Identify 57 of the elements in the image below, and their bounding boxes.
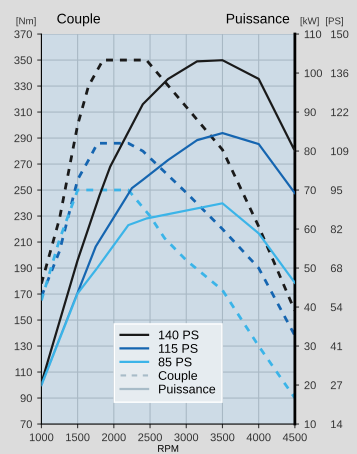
y3-tick-label: 150 bbox=[331, 30, 348, 38]
y3-tick-label: 136 bbox=[331, 69, 348, 78]
text: [PS] bbox=[326, 17, 343, 26]
y2-tick-label: 110 bbox=[304, 30, 322, 38]
y3-tick-label: 27 bbox=[330, 381, 342, 390]
y2-tick-label: 100 bbox=[304, 69, 322, 78]
y3-tick-label: 122 bbox=[331, 108, 348, 116]
legend-label: 115 PS bbox=[159, 344, 198, 353]
y-tick-label: 150 bbox=[14, 316, 32, 324]
y-tick-label: 350 bbox=[14, 56, 32, 64]
x-tick-label: 2000 bbox=[102, 433, 126, 442]
y-tick-label: 230 bbox=[14, 212, 32, 220]
annotation: Couple bbox=[158, 370, 198, 382]
y2-tick-label: 10 bbox=[304, 420, 316, 428]
y2-tick-label: 30 bbox=[304, 342, 316, 350]
x-tick-label: 1500 bbox=[66, 433, 90, 442]
text: [kW] bbox=[300, 17, 319, 26]
y2-tick-label: 70 bbox=[304, 186, 316, 194]
x-tick-label: 4500 bbox=[282, 433, 307, 442]
x-tick-label: 1000 bbox=[30, 433, 54, 442]
y3-tick-label: 95 bbox=[330, 186, 342, 194]
y2-tick-label: 60 bbox=[304, 225, 316, 234]
y2-tick-label: 20 bbox=[304, 381, 316, 390]
y3-tick-label: 109 bbox=[331, 147, 348, 156]
y3-tick-label: 82 bbox=[330, 225, 342, 234]
y-tick-label: 190 bbox=[14, 264, 32, 272]
y-tick-label: 130 bbox=[14, 342, 32, 350]
y3-tick-label: 54 bbox=[330, 303, 342, 312]
y3-tick-label: 14 bbox=[331, 420, 342, 428]
y3-tick-label: 68 bbox=[330, 264, 342, 272]
y-axis-title: Couple bbox=[57, 13, 100, 26]
y-tick-label: 250 bbox=[14, 186, 32, 194]
y-tick-label: 70 bbox=[20, 420, 32, 428]
y2-tick-label: 50 bbox=[304, 264, 316, 272]
y-tick-label: 170 bbox=[14, 290, 32, 298]
y-tick-label: 310 bbox=[14, 108, 32, 116]
y2-tick-label: 40 bbox=[304, 303, 316, 312]
y2-tick-label: 80 bbox=[304, 147, 316, 156]
annotation: Puissance bbox=[159, 384, 216, 394]
y-tick-label: 370 bbox=[14, 30, 32, 38]
y2-tick-label: 90 bbox=[304, 108, 316, 116]
legend-label: 85 PS bbox=[158, 358, 192, 366]
y2-axis-title: Puissance bbox=[226, 13, 290, 24]
text: [Nm] bbox=[16, 17, 36, 26]
x-tick-label: 4000 bbox=[246, 433, 271, 442]
y-tick-label: 90 bbox=[20, 394, 32, 402]
y-tick-label: 290 bbox=[14, 134, 32, 142]
x-axis-title: RPM bbox=[158, 445, 178, 452]
y-tick-label: 330 bbox=[14, 82, 32, 90]
y3-tick-label: 41 bbox=[330, 342, 342, 350]
x-tick-label: 3000 bbox=[174, 433, 198, 442]
y-tick-label: 110 bbox=[16, 368, 32, 376]
legend-label: 140 PS bbox=[159, 330, 198, 340]
x-tick-label: 3500 bbox=[210, 433, 234, 442]
y-tick-label: 270 bbox=[14, 160, 32, 168]
y-tick-label: 210 bbox=[14, 238, 32, 246]
x-tick-label: 2500 bbox=[138, 433, 162, 442]
